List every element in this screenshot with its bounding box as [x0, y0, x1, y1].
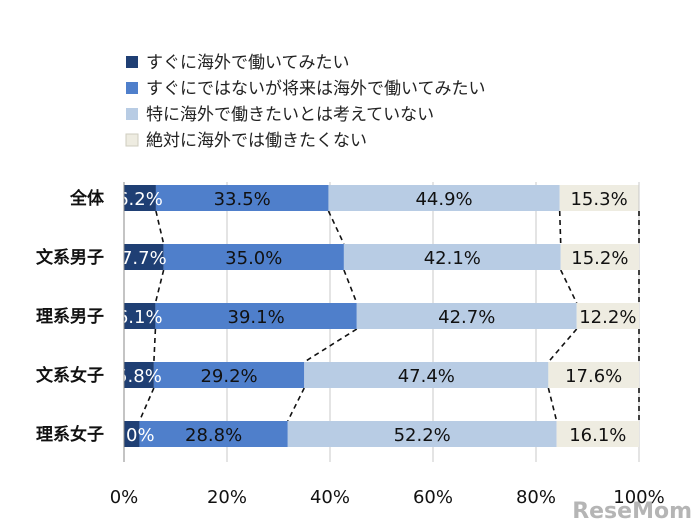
x-tick-label: 100%	[613, 487, 664, 508]
data-label: 5.8%	[116, 366, 162, 387]
legend-entry: 特に海外で働きたいとは考えていない	[146, 105, 434, 125]
series-connector-line	[327, 210, 345, 245]
series-connector-line	[287, 387, 305, 422]
bars	[124, 185, 639, 447]
legend-swatch	[126, 82, 138, 94]
series-connector-line	[547, 387, 558, 422]
legend-entry: すぐに海外で働いてみたい	[146, 53, 350, 73]
data-label: 15.3%	[570, 189, 627, 210]
bar-segment	[155, 185, 329, 211]
bar-segment	[548, 362, 639, 388]
legend-entry: すぐにではないが将来は海外で働いてみたい	[146, 79, 486, 99]
bar-segment	[559, 185, 639, 211]
series-connector-line	[547, 328, 578, 363]
series-connector-line	[558, 210, 562, 245]
bar-segment	[124, 421, 140, 447]
category-label: 文系男子	[36, 247, 104, 268]
bar-segment	[124, 185, 156, 211]
series-connector-line	[153, 328, 157, 363]
bar-segment	[343, 244, 561, 270]
bar-segment	[328, 185, 560, 211]
bar-segment	[556, 421, 639, 447]
value-labels: 6.2% 33.5% 44.9% 15.3% 7.7% 35.0% 42.1% 15.2% 6.…	[109, 189, 637, 446]
data-label: 16.1%	[569, 425, 626, 446]
category-label: 理系女子	[36, 424, 104, 445]
category-label: 文系女子	[36, 365, 104, 386]
category-label: 理系男子	[36, 307, 104, 327]
bar-segment	[287, 421, 557, 447]
data-label: 17.6%	[565, 366, 622, 387]
data-label: 33.5%	[214, 189, 271, 210]
series-connector-line	[155, 210, 165, 245]
legend-swatch	[126, 108, 138, 120]
data-label: 39.1%	[228, 307, 285, 328]
data-label: 29.2%	[200, 366, 257, 387]
bar-segment	[124, 244, 164, 270]
data-label: 42.1%	[424, 248, 481, 269]
data-label: 6.2%	[117, 189, 163, 210]
data-label: 47.4%	[398, 366, 455, 387]
x-tick-label: 40%	[310, 487, 350, 508]
category-label: 全体	[69, 188, 105, 209]
legend-entry: 絶対に海外では働きたくない	[146, 131, 367, 151]
series-connector-line	[138, 387, 155, 422]
bar-segment	[124, 303, 156, 329]
data-label: 12.2%	[579, 307, 636, 328]
bar-segment	[139, 421, 288, 447]
bar-segment	[163, 244, 344, 270]
x-tick-label: 80%	[516, 487, 556, 508]
series-connector-line	[559, 269, 578, 304]
x-tick-label: 0%	[110, 487, 139, 508]
series-connector-lines	[138, 210, 640, 422]
series-connector-line	[303, 328, 358, 363]
data-label: 3.0%	[109, 425, 155, 446]
data-label: 35.0%	[225, 248, 282, 269]
data-label: 52.2%	[394, 425, 451, 446]
legend: すぐに海外で働いてみたいすぐにではないが将来は海外で働いてみたい特に海外で働きた…	[125, 53, 486, 151]
bar-segment	[356, 303, 577, 329]
watermark-logo: ReseMom	[572, 499, 692, 524]
bar-segment	[560, 244, 639, 270]
data-label: 6.1%	[117, 307, 163, 328]
legend-swatch	[125, 133, 139, 147]
x-tick-label: 20%	[207, 487, 247, 508]
data-label: 7.7%	[121, 248, 167, 269]
legend-swatch	[126, 56, 138, 68]
bar-segment	[304, 362, 549, 388]
bar-segment	[153, 362, 305, 388]
data-label: 28.8%	[185, 425, 242, 446]
bar-segment	[576, 303, 639, 329]
series-connector-line	[154, 269, 165, 304]
series-connector-line	[343, 269, 358, 304]
bar-segment	[124, 362, 154, 388]
x-tick-label: 60%	[413, 487, 453, 508]
data-label: 44.9%	[415, 189, 472, 210]
data-label: 15.2%	[571, 248, 628, 269]
data-label: 42.7%	[438, 307, 495, 328]
bar-segment	[155, 303, 357, 329]
